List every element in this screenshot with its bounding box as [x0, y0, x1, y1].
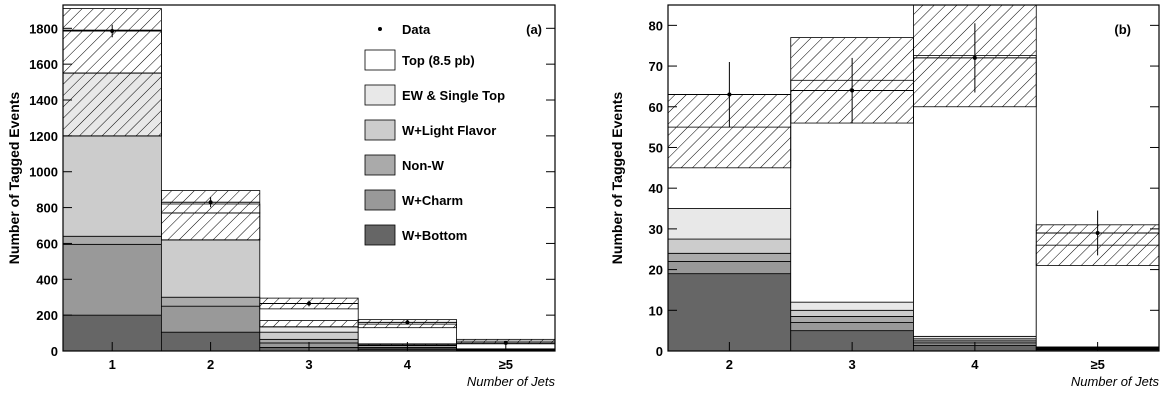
- legend-swatch-5: [365, 190, 395, 210]
- y-axis-title: Number of Tagged Events: [6, 92, 22, 265]
- x-tick-label-3: 3: [305, 357, 312, 372]
- legend-swatch-6: [365, 225, 395, 245]
- bar-non-w-1: [63, 236, 161, 244]
- y-tick-label-50: 50: [649, 140, 663, 155]
- bar-w-bottom-1: [668, 274, 791, 351]
- legend-label-1: Top (8.5 pb): [402, 53, 475, 68]
- y-tick-label-80: 80: [649, 18, 663, 33]
- y-tick-label-200: 200: [36, 308, 58, 323]
- legend-label-data: Data: [402, 22, 431, 37]
- x-tick-label-2: 2: [207, 357, 214, 372]
- bar-ew-single-top-2: [791, 302, 914, 310]
- bar-w-charm-2: [791, 323, 914, 331]
- x-tick-label-2: 3: [849, 357, 856, 372]
- panel-label: (b): [1114, 22, 1131, 37]
- x-axis-title: Number of Jets: [467, 374, 556, 389]
- y-tick-label-30: 30: [649, 222, 663, 237]
- y-tick-label-1800: 1800: [29, 21, 58, 36]
- y-tick-label-1400: 1400: [29, 93, 58, 108]
- legend-label-5: W+Charm: [402, 193, 463, 208]
- data-point-4: [405, 320, 409, 324]
- data-point-3: [973, 56, 977, 60]
- legend-swatch-3: [365, 120, 395, 140]
- legend-label-4: Non-W: [402, 158, 445, 173]
- bar-w-light-flavor-1: [668, 239, 791, 253]
- uncertainty-band-3: [260, 321, 358, 327]
- data-point-1: [727, 93, 731, 97]
- x-tick-label-1: 2: [726, 357, 733, 372]
- y-tick-label-800: 800: [36, 201, 58, 216]
- data-point-1: [110, 29, 114, 33]
- y-tick-label-40: 40: [649, 181, 663, 196]
- panel-label: (a): [526, 22, 542, 37]
- legend-swatch-4: [365, 155, 395, 175]
- x-tick-label-4: ≥5: [1090, 357, 1104, 372]
- bar-non-w-2: [791, 316, 914, 322]
- panel-a: 0 200 400 600 800 1000 1200 1400 1600 1800 1 2 3 4 ≥5 N…: [6, 5, 555, 389]
- y-tick-label-0: 0: [656, 344, 663, 359]
- x-tick-label-5: ≥5: [499, 357, 513, 372]
- bar-non-w-2: [161, 297, 259, 306]
- y-tick-label-1000: 1000: [29, 165, 58, 180]
- legend-swatch-1: [365, 50, 395, 70]
- y-tick-label-400: 400: [36, 272, 58, 287]
- x-tick-label-3: 4: [971, 357, 979, 372]
- data-point-4: [1096, 231, 1100, 235]
- y-tick-label-60: 60: [649, 100, 663, 115]
- y-tick-label-70: 70: [649, 59, 663, 74]
- y-tick-label-10: 10: [649, 303, 663, 318]
- y-tick-label-20: 20: [649, 263, 663, 278]
- bar-w-charm-1: [668, 261, 791, 273]
- legend-label-6: W+Bottom: [402, 228, 467, 243]
- panel-b: 0 10 20 30 40 50 60 70 80 2 3 4 ≥5 Number of Jets Numb…: [609, 5, 1159, 389]
- bar-w-light-flavor-2: [161, 240, 259, 297]
- legend: Data Top (8.5 pb) EW & Single Top W+Light F…: [365, 22, 505, 245]
- uncertainty-band-6: [63, 9, 161, 74]
- data-point-3: [307, 301, 311, 305]
- x-tick-label-4: 4: [404, 357, 412, 372]
- bar-w-charm-1: [63, 244, 161, 315]
- legend-swatch-2: [365, 85, 395, 105]
- data-point-2: [850, 88, 854, 92]
- uncertainty-band-1: [63, 73, 161, 136]
- bar-w-light-flavor-1: [63, 136, 161, 236]
- legend-label-3: W+Light Flavor: [402, 123, 496, 138]
- bar-w-light-flavor-3: [260, 332, 358, 339]
- uncertainty-band-2: [161, 213, 259, 240]
- legend-data-marker: [378, 27, 382, 31]
- bar-w-light-flavor-2: [791, 310, 914, 316]
- bar-ew-single-top-3: [260, 327, 358, 332]
- bar-ew-single-top-1: [668, 209, 791, 240]
- bar-non-w-1: [668, 253, 791, 261]
- y-tick-label-1200: 1200: [29, 129, 58, 144]
- y-tick-label-0: 0: [51, 344, 58, 359]
- data-point-2: [209, 200, 213, 204]
- x-axis-title: Number of Jets: [1071, 374, 1160, 389]
- bar-w-charm-2: [161, 306, 259, 332]
- y-axis-title: Number of Tagged Events: [609, 92, 625, 265]
- y-tick-label-1600: 1600: [29, 57, 58, 72]
- legend-label-2: EW & Single Top: [402, 88, 505, 103]
- x-tick-label-1: 1: [109, 357, 116, 372]
- y-tick-label-600: 600: [36, 236, 58, 251]
